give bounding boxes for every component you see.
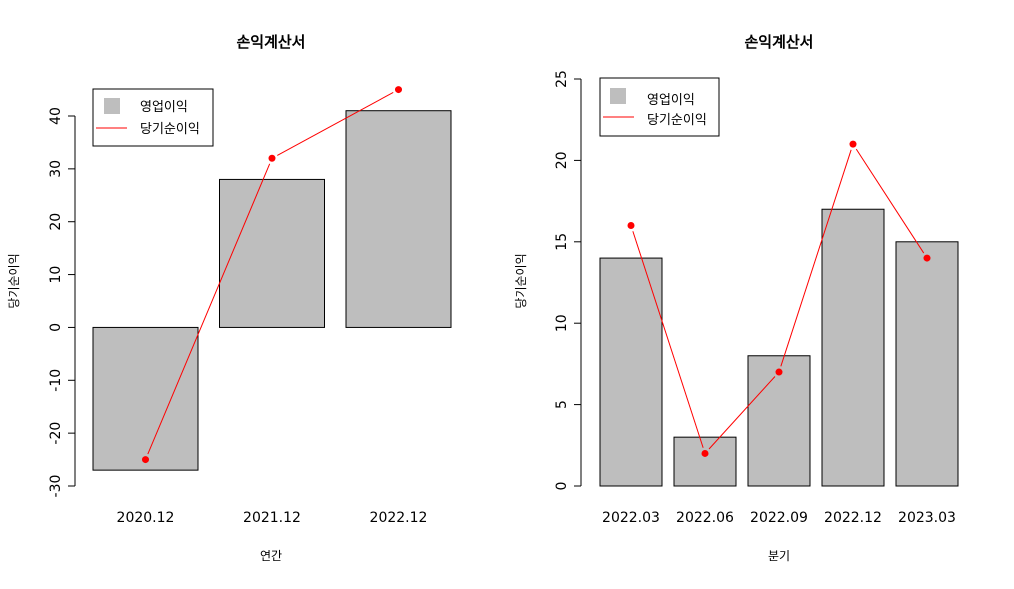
net-income-point [775,368,783,376]
legend-bar-swatch [610,88,626,104]
annual-y-axis: -30 -20 -10 0 10 20 30 40 [48,107,76,498]
x-tick-label: 2021.12 [243,510,301,526]
quarterly-bars [599,208,959,487]
bar-2022.06 [673,436,737,487]
net-income-point [627,222,635,230]
x-tick-label: 2022.03 [602,510,660,526]
net-income-point [849,140,857,148]
y-tick-label: 30 [48,160,64,178]
line-segment [632,231,704,448]
quarterly-chart-title: 손익계산서 [744,33,813,51]
quarterly-chart-panel: 손익계산서 분기 당기순이익 0 5 10 15 20 25 2022.03 2022.06… [514,33,959,563]
net-income-point [395,86,402,94]
quarterly-legend: 영업이익 당기순이익 [599,77,720,137]
line-segment [147,163,271,455]
bar-2022.12 [821,208,885,487]
annual-chart-title: 손익계산서 [236,33,305,51]
y-tick-label: 10 [554,314,570,332]
bar-2022.12 [345,110,452,328]
y-tick-label: 5 [554,400,570,409]
bar-2022.09 [747,355,811,487]
quarterly-x-tick-labels: 2022.03 2022.06 2022.09 2022.12 2023.03 [602,510,956,526]
x-tick-label: 2022.12 [370,510,428,526]
annual-y-axis-label: 당기순이익 [7,253,21,308]
y-tick-label: 20 [554,151,570,169]
bar-2022.03 [599,257,663,487]
y-tick-label: 40 [48,107,64,125]
quarterly-net-income-line [627,140,931,457]
y-tick-label: 25 [554,70,570,88]
annual-x-axis-label: 연간 [260,549,282,563]
annual-x-tick-labels: 2020.12 2021.12 2022.12 [117,510,428,526]
bar-2023.03 [895,241,959,487]
x-tick-label: 2022.12 [824,510,882,526]
net-income-point [701,449,709,457]
quarterly-x-axis-label: 분기 [768,549,790,563]
legend-label-net-income: 당기순이익 [140,122,200,137]
y-tick-label: 0 [48,323,64,332]
annual-chart-panel: 손익계산서 연간 당기순이익 -30 -20 -10 0 10 20 30 40 2020.1… [7,33,452,563]
x-tick-label: 2022.06 [676,510,734,526]
y-tick-label: -10 [48,369,64,392]
net-income-point [268,154,276,162]
quarterly-y-axis: 0 5 10 15 20 25 [554,70,582,491]
annual-legend: 영업이익 당기순이익 [92,88,214,147]
x-tick-label: 2020.12 [117,510,175,526]
line-segment [855,148,925,254]
line-segment [780,149,852,367]
annual-net-income-line [142,86,402,464]
x-tick-label: 2022.09 [750,510,808,526]
legend-box [599,77,720,137]
legend-bar-swatch [104,98,120,114]
net-income-point [923,254,931,262]
x-tick-label: 2023.03 [898,510,956,526]
bar-2021.12 [219,178,325,328]
legend-label-operating-profit: 영업이익 [140,100,188,115]
y-tick-label: 10 [48,266,64,284]
bar-2020.12 [92,326,199,471]
y-tick-label: 15 [554,233,570,251]
line-segment [708,376,776,450]
y-tick-label: -20 [48,422,64,445]
net-income-point [142,456,149,464]
y-tick-label: 20 [48,213,64,231]
quarterly-y-axis-label: 당기순이익 [514,253,528,308]
legend-box [92,88,214,147]
annual-bars [92,110,452,471]
y-tick-label: -30 [48,475,64,498]
legend-label-net-income: 당기순이익 [647,113,707,128]
legend-label-operating-profit: 영업이익 [647,93,695,108]
line-segment [277,91,394,156]
y-tick-label: 0 [554,482,570,491]
